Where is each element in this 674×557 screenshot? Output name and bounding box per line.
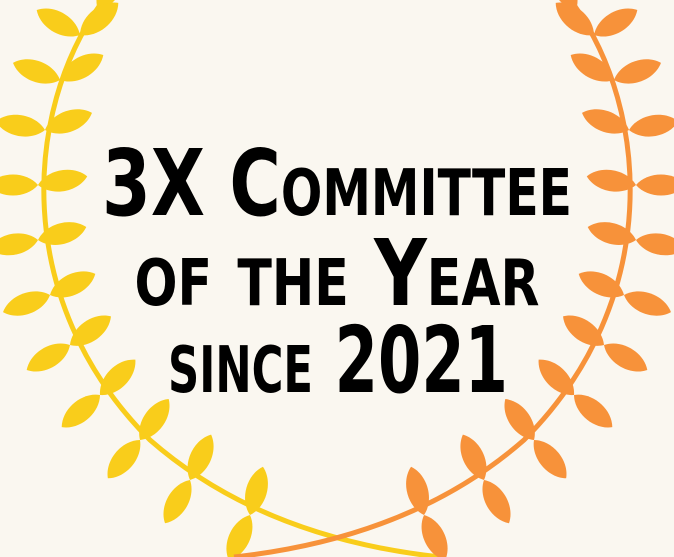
- headline-line: since 2021: [168, 307, 508, 414]
- headline-line: of the Year: [135, 220, 540, 327]
- headline-line: 3X Committee: [102, 130, 572, 237]
